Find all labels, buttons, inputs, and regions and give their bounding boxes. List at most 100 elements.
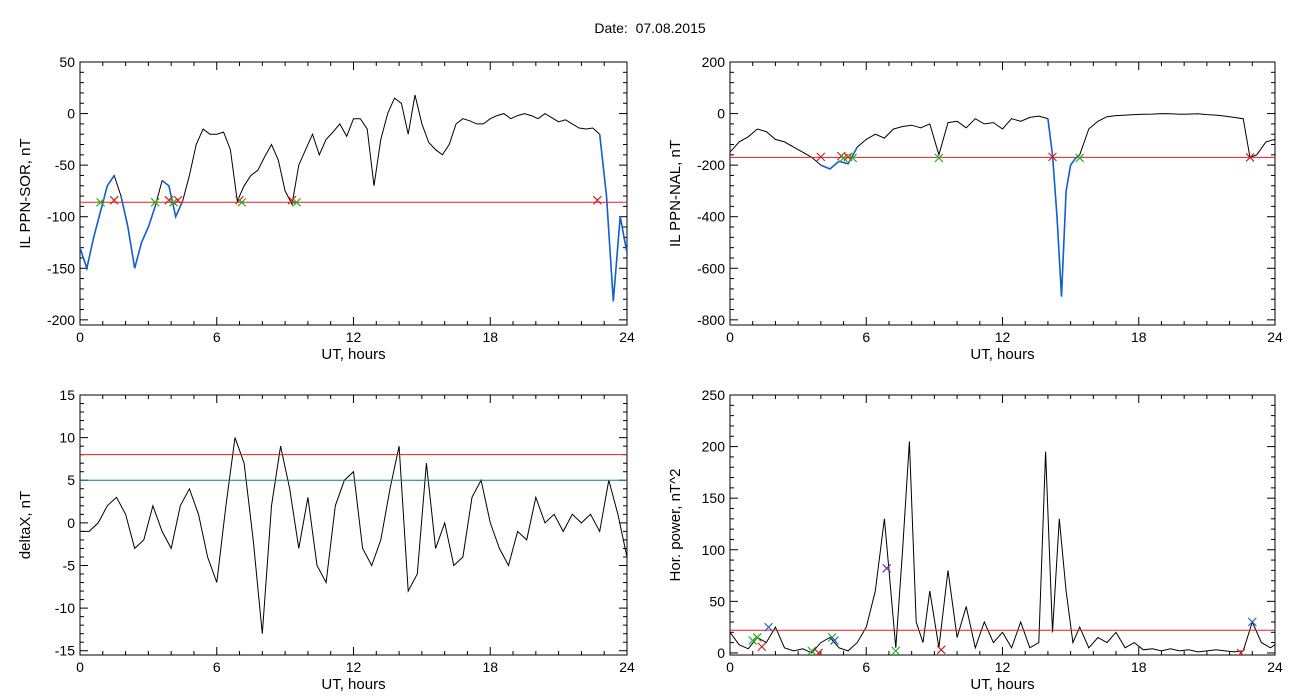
event-marker-stroke xyxy=(752,633,762,642)
y-tick-label: 150 xyxy=(702,490,726,506)
event-marker xyxy=(757,642,767,652)
x-tick-label: 0 xyxy=(76,659,84,675)
y-tick-label: 200 xyxy=(702,54,726,70)
chart-panel-hor-power: 0 6 12 18 24 250 200 150 100 50 0 UT, hours Hor. pow… xyxy=(667,387,1283,693)
event-marker xyxy=(1048,152,1057,162)
x-tick-label: 12 xyxy=(995,329,1011,345)
y-tick-label: 50 xyxy=(59,54,75,70)
event-marker-stroke xyxy=(292,197,301,207)
x-tick-label: 6 xyxy=(862,659,870,675)
event-marker-stroke xyxy=(287,195,297,205)
y-tick-label: -150 xyxy=(47,260,75,276)
x-tick-label: 18 xyxy=(482,659,498,675)
x-tick-label: 0 xyxy=(726,659,734,675)
event-marker xyxy=(287,195,297,205)
event-marker-stroke xyxy=(169,197,178,207)
y-tick-label: -800 xyxy=(697,312,725,328)
event-marker xyxy=(807,646,817,655)
highlight-segment xyxy=(120,195,156,269)
y-tick-label: 200 xyxy=(702,439,726,455)
highlight-segment xyxy=(820,146,858,170)
x-tick-label: 24 xyxy=(1267,659,1283,675)
event-marker-stroke xyxy=(592,195,602,205)
event-marker-stroke xyxy=(173,195,183,205)
event-marker-stroke xyxy=(891,646,901,655)
y-axis-label: Hor. power, nT^2 xyxy=(667,469,684,582)
event-marker-stroke xyxy=(934,153,944,163)
x-tick-label: 12 xyxy=(995,659,1011,675)
event-marker-stroke xyxy=(882,563,892,573)
x-axis-label: UT, hours xyxy=(321,346,385,363)
event-marker xyxy=(882,563,892,573)
series-line xyxy=(730,113,1275,297)
x-tick-label: 24 xyxy=(619,659,635,675)
plot-data xyxy=(80,437,627,634)
event-marker xyxy=(891,646,901,655)
x-tick-label: 6 xyxy=(862,329,870,345)
event-marker xyxy=(173,195,183,205)
event-marker xyxy=(1247,617,1257,627)
x-tick-label: 18 xyxy=(1131,329,1147,345)
y-tick-label: -5 xyxy=(63,557,76,573)
y-tick-label: 0 xyxy=(717,106,725,122)
y-tick-label: 10 xyxy=(59,430,75,446)
y-tick-label: -400 xyxy=(697,209,725,225)
x-tick-label: 6 xyxy=(213,329,221,345)
event-marker-stroke xyxy=(237,197,247,207)
highlight-segment xyxy=(1047,118,1081,297)
x-axis-label: UT, hours xyxy=(970,676,1034,693)
y-tick-label: 0 xyxy=(67,106,75,122)
event-marker xyxy=(934,153,944,163)
event-marker-stroke xyxy=(757,642,767,652)
x-tick-label: 12 xyxy=(346,659,362,675)
page-title: Date: 07.08.2015 xyxy=(594,20,706,36)
y-axis-label: IL PPN-NAL, nT xyxy=(667,140,684,247)
event-marker xyxy=(830,636,839,645)
plot-data xyxy=(80,94,627,302)
event-marker xyxy=(1075,153,1085,163)
plot-frame xyxy=(79,61,628,326)
y-tick-label: -600 xyxy=(697,260,725,276)
event-marker-stroke xyxy=(764,622,774,632)
event-marker xyxy=(1245,152,1255,162)
event-marker xyxy=(848,153,858,163)
y-tick-label: 100 xyxy=(702,542,726,558)
plot-frame xyxy=(729,394,1276,656)
chart-panel-il-ppn-sor: 0 6 12 18 24 50 0 -50 -100 -150 -200 UT, hours IL PP… xyxy=(17,54,635,363)
event-marker xyxy=(96,197,105,207)
y-tick-label: -100 xyxy=(47,209,75,225)
event-marker xyxy=(764,622,774,632)
plot-frame xyxy=(79,394,628,656)
highlight-segment xyxy=(80,175,115,272)
series-line xyxy=(80,94,627,302)
event-marker-stroke xyxy=(843,152,853,162)
event-marker xyxy=(164,195,174,205)
y-axis-label: deltaX, nT xyxy=(17,491,34,559)
event-marker xyxy=(237,197,247,207)
y-tick-label: 0 xyxy=(717,645,725,661)
event-marker xyxy=(150,197,160,207)
x-tick-label: 6 xyxy=(213,659,221,675)
event-marker xyxy=(169,197,178,207)
y-tick-label: -50 xyxy=(55,157,75,173)
event-marker-stroke xyxy=(1238,648,1246,655)
y-axis-label: IL PPN-SOR, nT xyxy=(17,138,34,248)
y-tick-label: 15 xyxy=(59,387,75,403)
event-marker xyxy=(109,195,119,205)
chart-panel-il-ppn-nal: 0 6 12 18 24 200 0 -200 -400 -600 -800 UT, hours IL … xyxy=(667,54,1283,363)
y-tick-label: 250 xyxy=(702,387,726,403)
x-axis-label: UT, hours xyxy=(321,676,385,693)
y-tick-label: -200 xyxy=(697,157,725,173)
event-marker xyxy=(292,197,301,207)
plot-data xyxy=(730,441,1275,655)
event-marker-stroke xyxy=(1048,152,1057,162)
event-marker xyxy=(592,195,602,205)
event-marker xyxy=(1236,648,1246,655)
event-marker-stroke xyxy=(807,646,817,655)
y-tick-label: -15 xyxy=(55,643,75,659)
x-axis-label: UT, hours xyxy=(970,346,1034,363)
y-tick-label: -10 xyxy=(55,600,75,616)
event-marker-stroke xyxy=(96,197,105,207)
x-tick-label: 12 xyxy=(346,329,362,345)
event-marker xyxy=(814,648,823,655)
